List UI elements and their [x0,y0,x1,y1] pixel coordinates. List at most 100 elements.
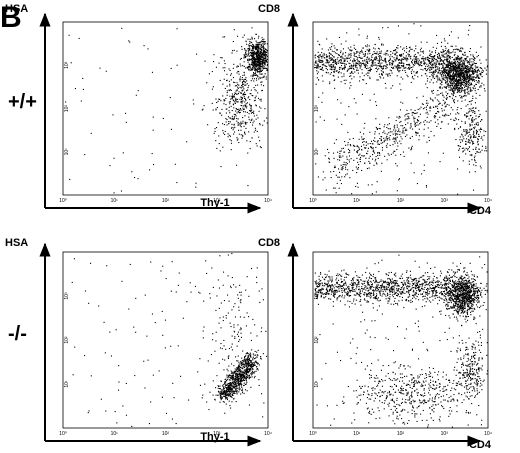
dot [379,58,381,60]
dot [437,57,439,59]
dot [378,127,380,129]
dot [221,385,223,387]
dot [121,280,123,282]
dot [405,124,407,126]
dot [438,55,440,57]
dot [147,359,149,361]
dot [458,89,460,91]
dot [259,59,261,61]
dot [255,69,257,71]
dot [455,85,457,87]
dot [379,123,381,125]
dot [248,361,250,363]
dot [250,355,252,357]
dot [472,121,474,123]
dot [253,113,255,115]
dot [254,61,256,63]
dot [258,54,260,56]
dot [251,95,253,97]
dot [460,63,462,65]
dot [411,135,413,137]
dot [253,100,255,102]
dot [226,393,228,395]
dot [241,386,243,388]
dot [227,377,229,379]
dot [263,62,265,64]
dot [429,58,431,60]
dot [455,70,457,72]
dot [320,60,322,62]
dot [222,392,224,394]
dot [398,115,400,117]
dot [408,33,410,35]
dot [480,137,482,139]
dot [231,363,233,365]
dot [410,58,412,60]
dot [443,69,445,71]
dot [241,77,243,79]
dot [240,393,242,395]
dot [206,401,208,403]
dot [374,131,376,133]
dot [250,356,252,358]
dot [440,57,442,59]
dot [236,380,238,382]
dot [322,64,324,66]
dot [465,78,467,80]
dot [224,412,226,414]
dot [351,193,353,195]
dot [224,379,226,381]
dot [256,276,258,278]
dot [240,129,242,131]
dot [458,119,460,121]
dot [215,394,217,396]
dot [262,60,264,62]
dot [242,390,244,392]
dot [209,293,211,295]
dot [243,72,245,74]
dot [109,331,111,333]
dot [242,366,244,368]
dot [475,62,477,64]
dot [447,58,449,60]
dot [441,84,443,86]
dot [427,68,429,70]
dot [385,145,387,147]
dot [99,67,101,69]
dot [373,47,375,49]
dot [231,253,233,255]
dot [212,286,214,288]
dot [264,67,266,69]
dot [349,63,351,65]
dot [231,371,233,373]
dot [374,152,376,154]
dot [232,67,234,69]
dot [435,115,437,117]
dot [437,111,439,113]
dot [263,47,265,49]
dot [358,63,360,65]
dot [258,364,260,366]
dot [428,136,430,138]
dot [475,83,477,85]
dot [386,146,388,148]
dot [470,136,472,138]
dot [248,370,250,372]
dot [235,286,237,288]
dot [248,63,250,65]
dot [220,166,222,168]
dot [262,62,264,64]
dot [409,137,411,139]
dot [237,333,239,335]
dot [332,66,334,68]
dot [246,390,248,392]
dot [227,254,229,256]
dot [409,127,411,129]
dot [453,81,455,83]
dot [396,67,398,69]
dot [263,43,265,45]
dot [400,125,402,127]
dot [446,97,448,99]
dot [425,186,427,188]
dot [251,376,253,378]
